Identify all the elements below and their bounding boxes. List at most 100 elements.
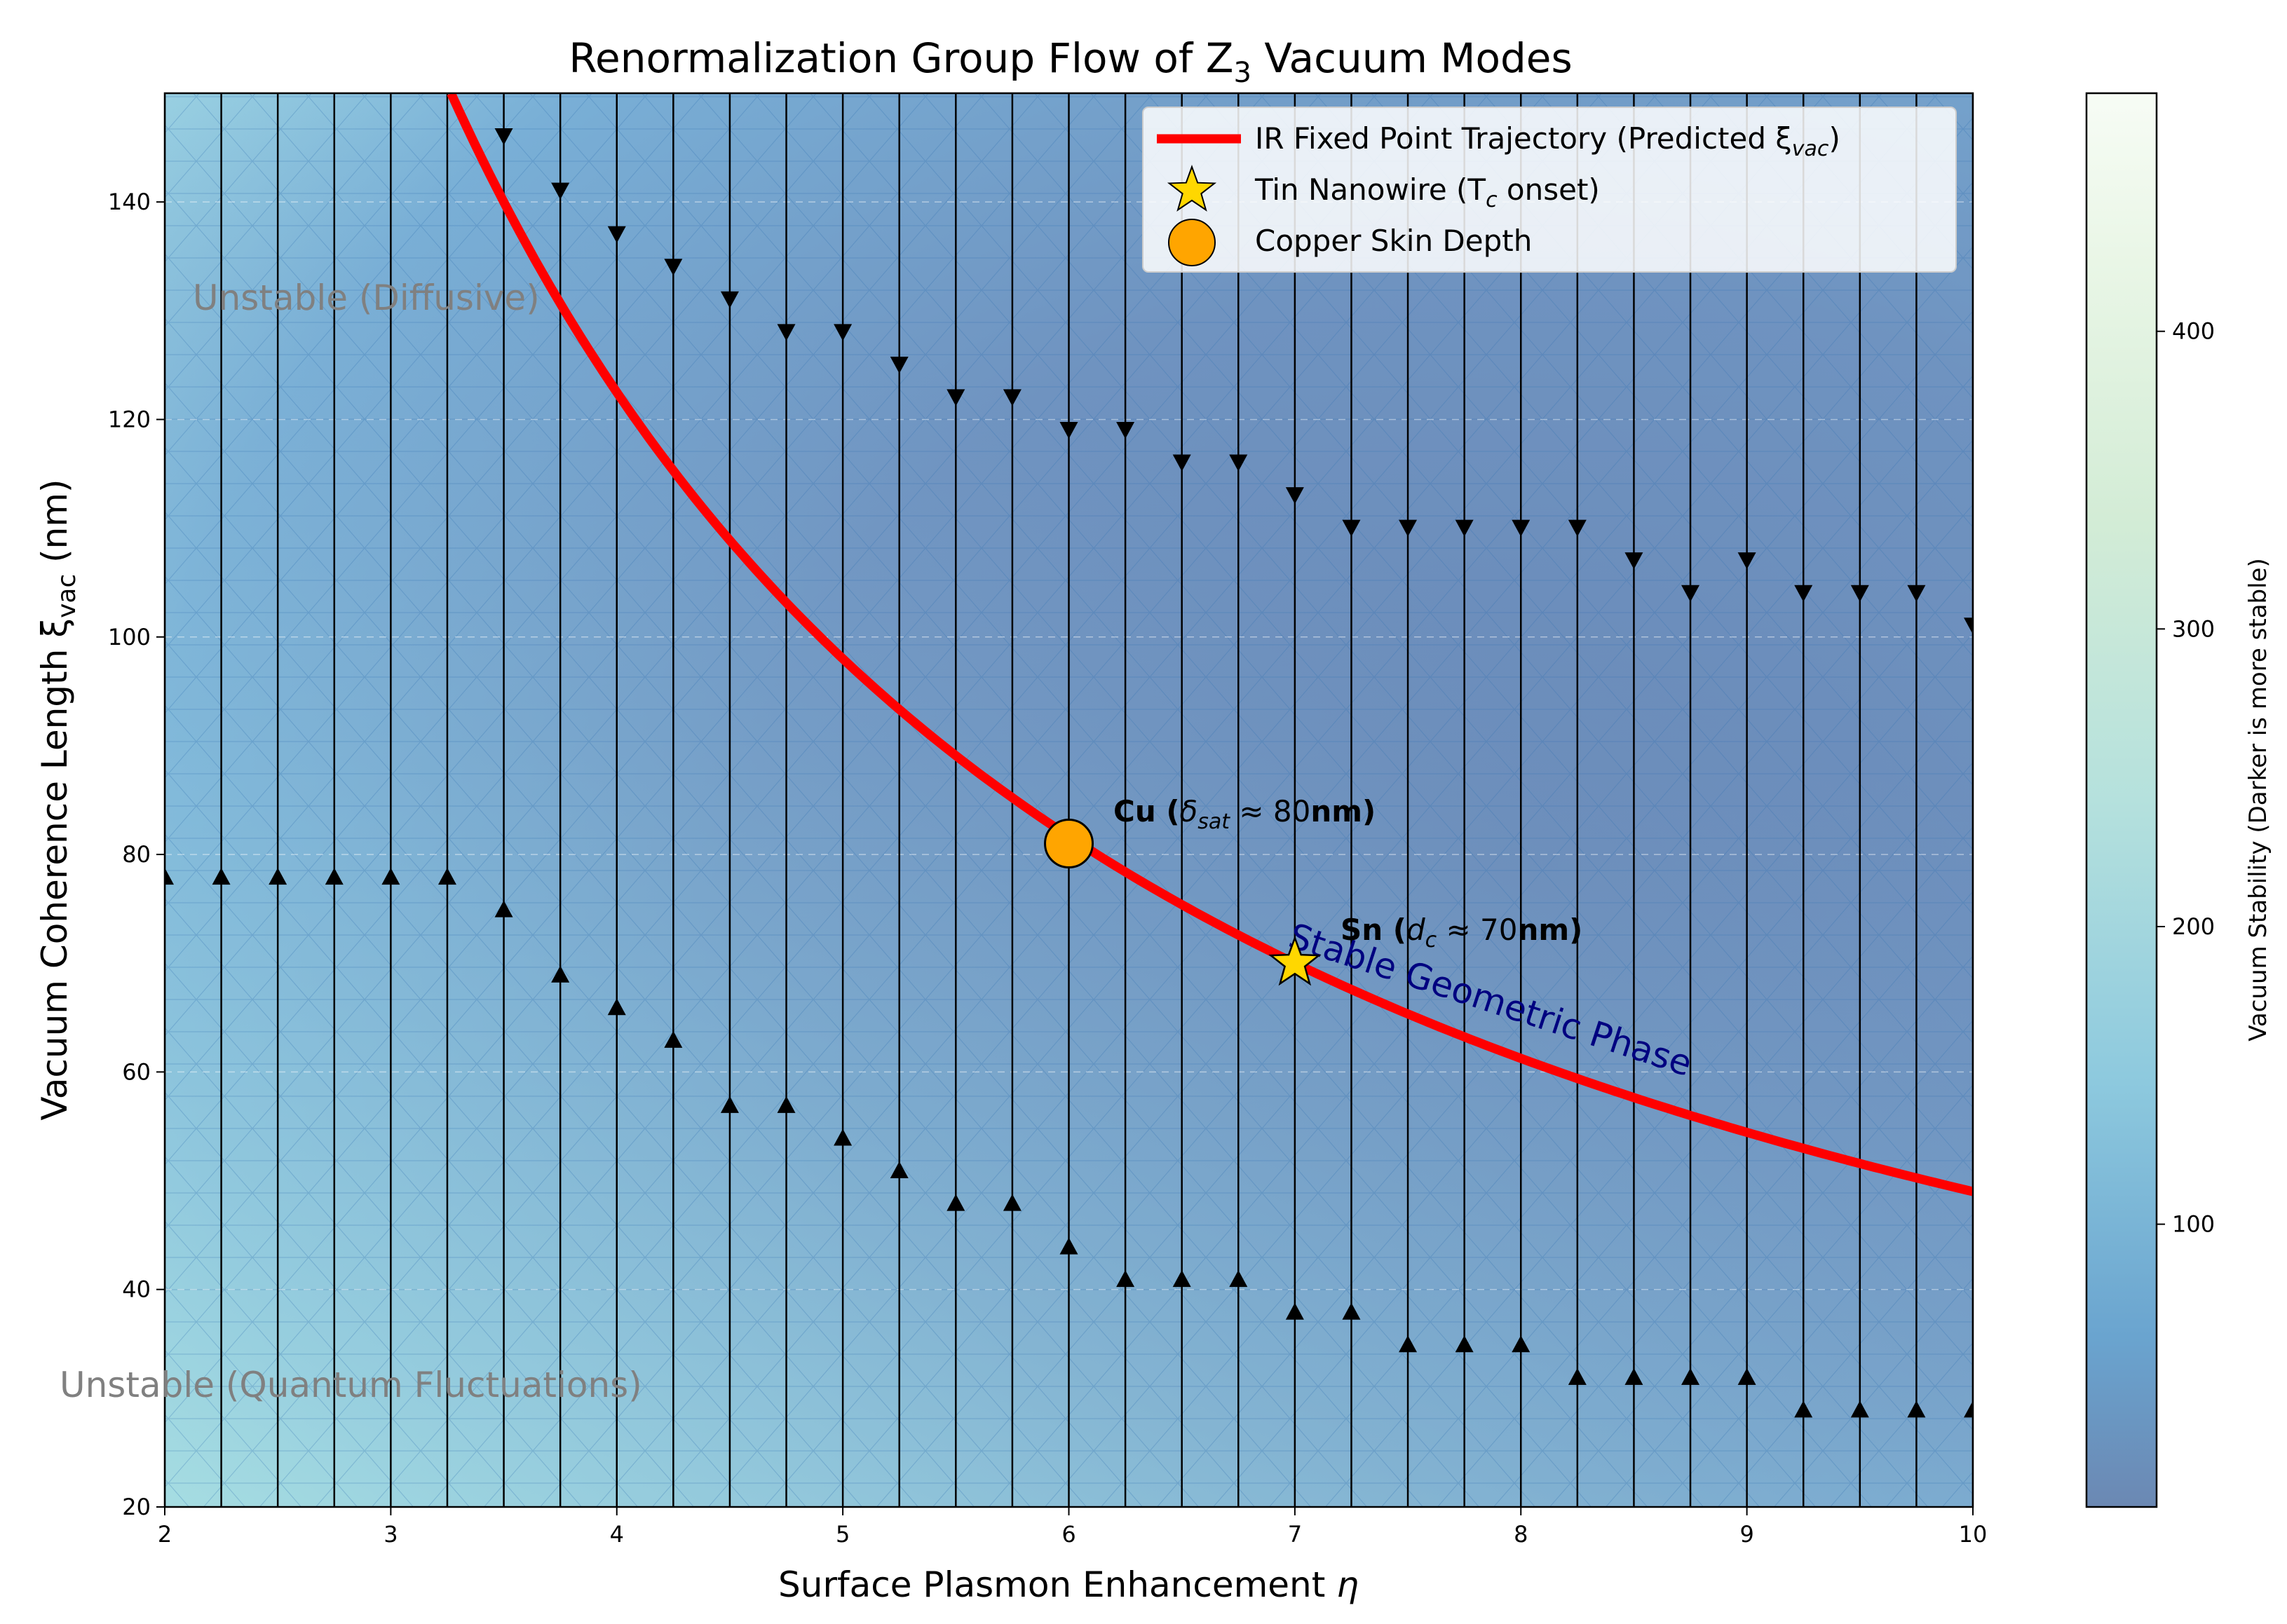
legend-circle-swatch [1168,219,1216,266]
flow-arrow-down [1455,519,1474,537]
flow-arrow-down [834,324,853,341]
y-tick-label: 60 [122,1058,151,1085]
plot-area [165,93,1973,1507]
copper-skin-depth-marker [1044,819,1094,869]
flow-arrow-up [1059,1237,1078,1255]
flow-arrow-up [1116,1270,1135,1288]
flow-arrow-up [551,965,570,983]
flow-arrow-down [1172,454,1191,472]
flow-arrow-up [720,1096,739,1113]
flow-arrow-down [607,226,626,243]
x-tick-label: 10 [1959,1521,1988,1548]
flow-arrow-down [1059,421,1078,439]
flow-arrow-up [1003,1194,1022,1211]
ir-fixed-point-trajectory-line [447,93,1973,1196]
flow-arrow-up [1399,1335,1418,1353]
flow-arrow-up [1568,1367,1587,1385]
colorbar-ticks: 100 200 300 400 [2157,318,2215,1238]
x-axis-label: Surface Plasmon Enhancement η [778,1564,1359,1605]
x-tick-label: 6 [1061,1521,1075,1548]
flow-arrow-down [1229,454,1248,472]
flow-arrow-up [325,868,344,885]
x-tick-label: 5 [836,1521,850,1548]
colorbar: 100 200 300 400 Vacuum Stability (Darker is… [2085,92,2272,1508]
x-tick-label: 7 [1288,1521,1302,1548]
x-tick-label: 4 [610,1521,624,1548]
x-axis-ticks: 2 3 4 5 6 7 8 9 10 [158,1507,1988,1548]
chart-title: Renormalization Group Flow of Z3 Vacuum … [569,34,1572,89]
x-tick-label: 8 [1514,1521,1528,1548]
legend-box [1142,107,1957,273]
flow-arrow-down [946,389,965,407]
flow-arrow-up [1512,1335,1531,1353]
y-axis-ticks: 20 40 60 80 100 120 140 [108,189,165,1520]
y-tick-label: 40 [122,1276,151,1303]
flow-arrow-down [1116,421,1135,439]
flow-arrow-up [1681,1367,1700,1385]
y-tick-label: 140 [108,189,151,215]
x-tick-label: 3 [384,1521,398,1548]
flow-arrow-down [1737,552,1756,570]
flow-arrow-up [1850,1400,1869,1418]
flow-arrow-down [1399,519,1418,537]
flow-arrow-down [1907,585,1926,602]
region-label-quantum: Unstable (Quantum Fluctuations) [60,1365,642,1405]
flow-arrow-down [494,128,513,146]
legend: IR Fixed Point Trajectory (Predicted ξva… [1142,107,1957,273]
flow-arrow-up [1172,1270,1191,1288]
flow-arrow-down [1850,585,1869,602]
legend-star-swatch [1167,165,1217,212]
region-label-diffusive: Unstable (Diffusive) [193,278,540,318]
flow-field [165,93,1973,1507]
flow-arrow-down [1512,519,1531,537]
y-axis-label: Vacuum Coherence Length ξvac (nm) [34,479,81,1120]
flow-arrow-up [1624,1367,1643,1385]
legend-label-trajectory: IR Fixed Point Trajectory (Predicted ξva… [1255,121,1840,161]
flow-arrow-up [1737,1367,1756,1385]
colorbar-label: Vacuum Stability (Darker is more stable) [2244,558,2272,1041]
flow-arrow-down [1794,585,1813,602]
y-tick-label: 80 [122,841,151,868]
flow-arrow-up [1794,1400,1813,1418]
flow-arrow-down [1285,487,1304,505]
flow-arrow-up [1342,1302,1361,1320]
colorbar-tick-label: 400 [2172,318,2215,345]
flow-arrow-up [1964,1400,1973,1418]
y-tick-label: 100 [108,624,151,650]
flow-arrow-up [1229,1270,1248,1288]
flow-arrow-down [890,356,909,374]
flow-arrow-down [1964,617,1973,635]
flow-arrow-up [834,1128,853,1146]
flow-arrow-down [1568,519,1587,537]
y-tick-label: 120 [108,406,151,432]
legend-label-tin: Tin Nanowire (Tc onset) [1254,172,1600,212]
colorbar-tick-label: 100 [2172,1211,2215,1238]
flow-arrow-down [1342,519,1361,537]
flow-arrow-down [551,182,570,200]
flow-arrow-down [1003,389,1022,407]
flow-arrow-up [494,900,513,917]
x-tick-label: 9 [1739,1521,1753,1548]
colorbar-tick-label: 300 [2172,615,2215,642]
flow-arrow-down [777,324,796,341]
cu-annotation: Cu (δsat ≈ 80nm) [1113,794,1376,834]
flow-arrow-up [381,868,400,885]
flow-arrow-up [607,998,626,1016]
flow-arrow-down [1624,552,1643,570]
flow-arrow-up [664,1030,683,1048]
flow-arrow-down [720,291,739,308]
tin-nanowire-marker [1268,935,1322,986]
flow-arrow-up [212,868,231,885]
flow-arrow-up [890,1161,909,1179]
flow-arrow-up [437,868,456,885]
flow-arrow-up [777,1096,796,1113]
sn-annotation: Sn (dc ≈ 70nm) [1341,913,1582,953]
flow-arrow-down [664,259,683,276]
x-tick-label: 2 [158,1521,172,1548]
flow-arrow-up [1285,1302,1304,1320]
flow-arrow-up [269,868,287,885]
flow-arrow-up [946,1194,965,1211]
flow-arrow-up [1907,1400,1926,1418]
colorbar-tick-label: 200 [2172,913,2215,940]
